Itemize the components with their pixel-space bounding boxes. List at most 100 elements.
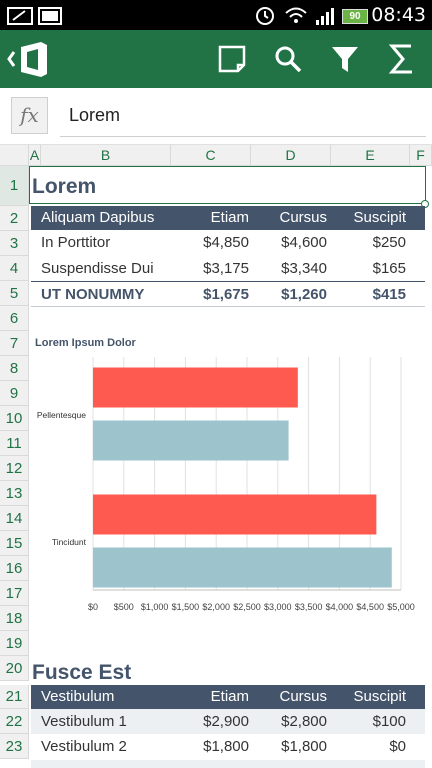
row-header-21[interactable]: 21	[0, 685, 29, 709]
table1-header-col2: Etiam	[210, 209, 249, 226]
selected-cell[interactable]	[29, 166, 426, 204]
table-cell[interactable]: $165	[372, 260, 406, 277]
column-header-b[interactable]: B	[41, 145, 171, 166]
table-cell[interactable]: $2,800	[281, 713, 327, 730]
alarm-icon	[256, 7, 274, 25]
formula-input[interactable]: Lorem	[69, 105, 121, 125]
table-cell[interactable]: $3,175	[203, 260, 249, 277]
table2-header-col1: Vestibulum	[41, 688, 115, 705]
row-header-18[interactable]: 18	[0, 606, 29, 631]
row-header-1[interactable]: 1	[0, 166, 29, 206]
table-cell[interactable]: $415	[372, 286, 406, 303]
table-cell[interactable]: $4,600	[281, 234, 327, 251]
column-header-d[interactable]: D	[251, 145, 331, 166]
row-header-5[interactable]: 5	[0, 281, 29, 306]
table2-header-col4: Suscipit	[353, 688, 406, 705]
filter-icon	[332, 47, 358, 72]
selection-handle[interactable]	[421, 200, 429, 208]
row-header-4[interactable]: 4	[0, 256, 29, 281]
row-header-7[interactable]: 7	[0, 331, 29, 356]
row-header-14[interactable]: 14	[0, 506, 29, 531]
column-header-f[interactable]: F	[410, 145, 432, 166]
row-header-13[interactable]: 13	[0, 481, 29, 506]
filter-button[interactable]	[320, 30, 370, 88]
table1-header-col3: Cursus	[279, 209, 327, 226]
wifi-icon	[285, 7, 307, 23]
table-cell[interactable]: $3,340	[281, 260, 327, 277]
table-cell[interactable]: $1,800	[203, 738, 249, 755]
table-cell[interactable]: $2,900	[203, 713, 249, 730]
x-tick-label: $4,500	[356, 602, 384, 612]
app-bar	[0, 30, 432, 88]
table-cell[interactable]: In Porttitor	[41, 234, 111, 251]
row-header-19[interactable]: 19	[0, 631, 29, 656]
row-header-2[interactable]: 2	[0, 206, 29, 231]
bar	[93, 367, 298, 408]
table-cell[interactable]: Suspendisse Dui	[41, 260, 154, 277]
table-cell[interactable]: $1,800	[281, 738, 327, 755]
sigma-icon	[388, 44, 412, 74]
row-header-11[interactable]: 11	[0, 431, 29, 456]
bar	[93, 494, 377, 535]
row-header-10[interactable]: 10	[0, 406, 29, 431]
row-header-8[interactable]: 8	[0, 356, 29, 381]
row-header-20[interactable]: 20	[0, 656, 29, 681]
comment-icon	[218, 45, 246, 73]
row-header-9[interactable]: 9	[0, 381, 29, 406]
search-button[interactable]	[263, 30, 313, 88]
row-header-12[interactable]: 12	[0, 456, 29, 481]
column-header-e[interactable]: E	[331, 145, 410, 166]
table1-header-row	[31, 206, 425, 230]
x-tick-label: $5,000	[387, 602, 415, 612]
row-header-15[interactable]: 15	[0, 531, 29, 556]
table2-header-row	[31, 685, 425, 709]
table-cell[interactable]: UT NONUMMY	[41, 286, 145, 303]
row-header-3[interactable]: 3	[0, 231, 29, 256]
table1-header-col1: Aliquam Dapibus	[41, 209, 155, 226]
table2-next-row	[31, 760, 425, 768]
search-icon	[275, 46, 302, 73]
formula-bar	[0, 88, 432, 145]
x-tick-label: $2,500	[233, 602, 261, 612]
bar-chart[interactable]: $0 $500 $1,000 $1,500 $2,000 $2,500 $3,000 $3,5…	[29, 352, 429, 616]
table-cell[interactable]: $100	[372, 713, 406, 730]
row-header-23[interactable]: 23	[0, 734, 29, 759]
x-tick-label: $4,000	[326, 602, 354, 612]
table-cell[interactable]: $4,850	[203, 234, 249, 251]
edit-notification-icon	[7, 7, 33, 25]
column-header-a[interactable]: A	[29, 145, 41, 166]
row-header-16[interactable]: 16	[0, 556, 29, 581]
table-cell[interactable]: $1,260	[281, 286, 327, 303]
table-cell[interactable]: Vestibulum 1	[41, 713, 127, 730]
sum-button[interactable]	[377, 30, 427, 88]
row-header-22[interactable]: 22	[0, 709, 29, 734]
select-all-corner[interactable]	[0, 145, 29, 166]
battery-icon: 90	[342, 9, 368, 24]
formula-underline	[60, 136, 426, 137]
table1-title: Lorem	[32, 175, 97, 198]
bar	[93, 547, 392, 588]
column-header-c[interactable]: C	[171, 145, 251, 166]
total-bottom-border	[31, 306, 425, 307]
back-button[interactable]	[0, 30, 58, 88]
row-header-17[interactable]: 17	[0, 581, 29, 606]
x-tick-label: $1,500	[172, 602, 200, 612]
comment-button[interactable]	[207, 30, 257, 88]
table-cell[interactable]: $0	[389, 738, 406, 755]
table-cell[interactable]: $1,675	[203, 286, 249, 303]
row-header-6[interactable]: 6	[0, 306, 29, 331]
category-label: Tincidunt	[52, 537, 87, 547]
table-cell[interactable]: Vestibulum 2	[41, 738, 127, 755]
table2-title: Fusce Est	[32, 661, 132, 684]
chart-title: Lorem Ipsum Dolor	[35, 337, 136, 349]
fx-icon[interactable]: fx	[11, 97, 48, 134]
table1-header-col4: Suscipit	[353, 209, 406, 226]
clock: 08:43	[371, 4, 426, 26]
x-tick-label: $3,000	[264, 602, 292, 612]
x-tick-label: $1,000	[141, 602, 169, 612]
table2-header-col2: Etiam	[210, 688, 249, 705]
x-tick-label: $3,500	[295, 602, 323, 612]
table-cell[interactable]: $250	[372, 234, 406, 251]
x-tick-label: $2,000	[202, 602, 230, 612]
x-tick-label: $500	[114, 602, 134, 612]
